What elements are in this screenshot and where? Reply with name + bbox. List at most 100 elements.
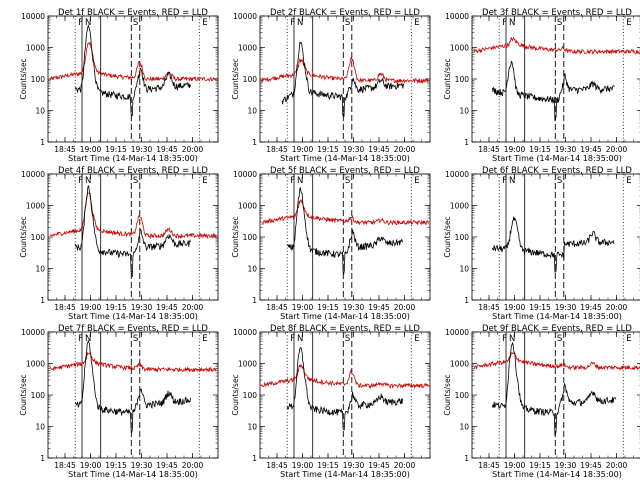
y-tick-label: 1000 <box>26 44 45 53</box>
y-tick-label: 1 <box>464 454 469 463</box>
x-axis-label: Start Time (14-Mar-14 18:35:00) <box>68 312 198 321</box>
panel-title: Det 7f BLACK = Events, RED = LLD <box>58 324 208 334</box>
x-tick-label: 18:45 <box>54 303 76 312</box>
time-marker-letter: N <box>509 176 515 186</box>
events-series-line <box>74 184 191 278</box>
y-tick-label: 1000 <box>26 360 45 369</box>
y-axis-label: Counts/sec <box>443 58 452 99</box>
x-axis-label: Start Time (14-Mar-14 18:35:00) <box>492 312 622 321</box>
y-tick-label: 1000 <box>450 44 469 53</box>
time-marker-letter: E <box>202 18 207 28</box>
x-tick-label: 19:00 <box>292 145 314 154</box>
panel-title: Det 4f BLACK = Events, RED = LLD <box>58 166 208 176</box>
plot-frame <box>47 173 219 301</box>
y-axis-label: Counts/sec <box>19 58 28 99</box>
time-marker-letter: N <box>85 18 91 28</box>
x-tick-label: 19:45 <box>156 303 178 312</box>
plot-frame <box>259 15 431 143</box>
y-tick-label: 1000 <box>26 202 45 211</box>
time-marker-letter: E <box>626 334 631 344</box>
time-marker-letter: S <box>557 334 562 344</box>
y-tick-label: 1000 <box>238 44 257 53</box>
x-tick-label: 19:15 <box>529 145 551 154</box>
time-marker-letter: N <box>85 176 91 186</box>
detector-panel: Det 5f BLACK = Events, RED = LLD Counts/s… <box>231 166 431 321</box>
x-tick-label: 19:30 <box>131 145 153 154</box>
time-marker-letter: E <box>202 176 207 186</box>
time-marker-letter: F <box>78 176 83 186</box>
time-marker-letter: E <box>626 176 631 186</box>
y-tick-label: 10000 <box>21 12 45 21</box>
time-marker-letter: E <box>626 18 631 28</box>
x-tick-label: 19:15 <box>529 303 551 312</box>
detector-panel: Det 1f BLACK = Events, RED = LLD Counts/s… <box>19 8 219 163</box>
x-tick-label: 19:15 <box>105 461 127 470</box>
lld-series-line <box>49 351 217 373</box>
y-axis-label: Counts/sec <box>231 216 240 257</box>
y-tick-label: 10 <box>459 423 469 432</box>
y-tick-label: 1 <box>252 454 257 463</box>
y-axis-label: Counts/sec <box>231 58 240 99</box>
y-tick-label: 100 <box>243 233 258 242</box>
lld-series-line <box>49 192 217 240</box>
time-marker-letter: N <box>297 176 303 186</box>
events-series-line <box>492 342 617 437</box>
y-tick-label: 1 <box>464 138 469 147</box>
plot-frame <box>47 15 219 143</box>
y-tick-label: 10000 <box>233 170 257 179</box>
lld-series-line <box>261 56 429 85</box>
x-tick-label: 19:45 <box>156 461 178 470</box>
time-marker-letter: F <box>502 334 507 344</box>
plot-frame <box>259 173 431 301</box>
x-tick-label: 19:45 <box>580 461 602 470</box>
events-series-line <box>281 41 405 118</box>
y-tick-label: 1000 <box>450 202 469 211</box>
x-axis-label: Start Time (14-Mar-14 18:35:00) <box>492 154 622 163</box>
x-tick-label: 19:00 <box>292 461 314 470</box>
x-tick-label: 19:15 <box>105 145 127 154</box>
time-marker-letter: S <box>133 334 138 344</box>
detector-panel: Det 6f BLACK = Events, RED = LLD Counts/s… <box>443 166 640 321</box>
x-tick-label: 19:30 <box>131 461 153 470</box>
events-series-line <box>492 216 615 273</box>
y-tick-label: 10 <box>35 265 45 274</box>
plot-frame <box>471 15 640 143</box>
x-axis-label: Start Time (14-Mar-14 18:35:00) <box>68 154 198 163</box>
x-tick-label: 19:45 <box>368 461 390 470</box>
time-marker-letter: F <box>290 18 295 28</box>
y-tick-label: 1 <box>40 454 45 463</box>
time-marker-letter: N <box>509 334 515 344</box>
detector-panel: Det 9f BLACK = Events, RED = LLD Counts/s… <box>443 324 640 479</box>
x-tick-label: 20:00 <box>182 145 204 154</box>
events-series-line <box>286 347 403 431</box>
x-tick-label: 20:00 <box>606 461 628 470</box>
y-tick-label: 1 <box>252 296 257 305</box>
x-tick-label: 19:15 <box>105 303 127 312</box>
x-tick-label: 18:45 <box>478 461 500 470</box>
y-tick-label: 100 <box>243 75 258 84</box>
events-series-line <box>74 339 191 433</box>
x-tick-label: 19:30 <box>555 145 577 154</box>
lld-series-line <box>473 352 640 371</box>
panel-title: Det 6f BLACK = Events, RED = LLD <box>482 166 632 176</box>
y-tick-label: 10000 <box>445 328 469 337</box>
y-tick-label: 100 <box>31 391 46 400</box>
y-axis-label: Counts/sec <box>231 374 240 415</box>
y-tick-label: 1 <box>252 138 257 147</box>
x-tick-label: 18:45 <box>266 303 288 312</box>
x-tick-label: 19:15 <box>317 303 339 312</box>
events-series-line <box>74 24 191 117</box>
y-axis-label: Counts/sec <box>19 374 28 415</box>
time-marker-letter: E <box>414 334 419 344</box>
detector-panel: Det 8f BLACK = Events, RED = LLD Counts/s… <box>231 324 431 479</box>
time-marker-letter: S <box>345 334 350 344</box>
x-axis-label: Start Time (14-Mar-14 18:35:00) <box>280 154 410 163</box>
time-marker-letter: F <box>502 18 507 28</box>
y-tick-label: 10 <box>459 107 469 116</box>
y-tick-label: 100 <box>31 75 46 84</box>
time-marker-letter: F <box>290 176 295 186</box>
x-axis-label: Start Time (14-Mar-14 18:35:00) <box>280 312 410 321</box>
panel-title: Det 1f BLACK = Events, RED = LLD <box>58 8 208 18</box>
y-tick-label: 1000 <box>238 202 257 211</box>
